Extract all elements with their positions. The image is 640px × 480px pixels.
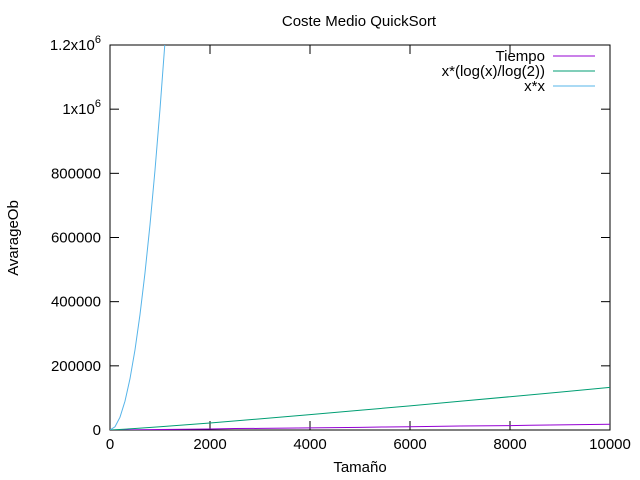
x-tick-label: 2000 xyxy=(193,436,226,453)
ticks xyxy=(109,44,611,431)
x-tick-label: 6000 xyxy=(393,436,426,453)
legend-label: x*(log(x)/log(2)) xyxy=(442,63,545,80)
legend-label: Tiempo xyxy=(496,48,545,65)
y-tick-label: 0 xyxy=(93,422,101,439)
x-tick-label: 0 xyxy=(106,436,114,453)
x-tick-label: 4000 xyxy=(293,436,326,453)
series-line-1 xyxy=(110,423,610,430)
y-tick-label: 600000 xyxy=(51,230,101,247)
y-tick-label: 400000 xyxy=(51,294,101,311)
tick-labels: 0 2000 4000 6000 8000 10000 0 200000 400000 60000… xyxy=(50,34,631,453)
y-tick-label: 200000 xyxy=(51,358,101,375)
y-tick-label: 1x106 xyxy=(62,98,101,118)
x-tick-label: 10000 xyxy=(589,436,631,453)
x-tick-label: 8000 xyxy=(493,436,526,453)
series-lines xyxy=(110,45,610,430)
chart-title: Coste Medio QuickSort xyxy=(282,13,437,30)
y-axis-title: AvarageOb xyxy=(5,200,22,276)
legend-label: x*x xyxy=(524,78,545,95)
plot-area-border xyxy=(109,44,611,431)
series-line-2 xyxy=(110,386,610,430)
y-tick-label: 800000 xyxy=(51,165,101,182)
y-tick-label: 1.2x106 xyxy=(50,34,101,54)
series-line-3 xyxy=(110,45,166,430)
x-axis-title: Tamaño xyxy=(333,459,386,476)
